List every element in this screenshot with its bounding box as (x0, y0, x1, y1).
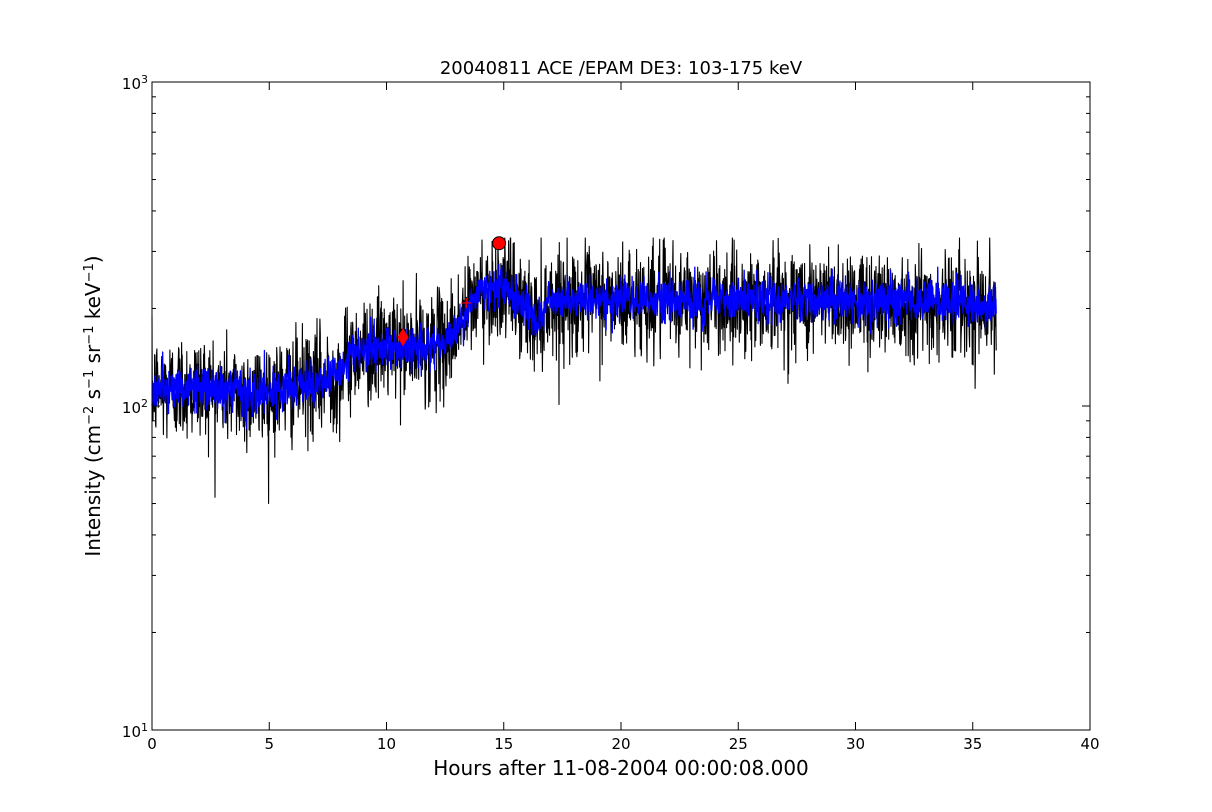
y-tick-label-exponent: 1 (141, 721, 148, 734)
y-tick-label: 102 (122, 397, 148, 418)
chart-title: 20040811 ACE /EPAM DE3: 103-175 keV (440, 58, 803, 79)
y-tick-label: 101 (122, 721, 148, 742)
y-tick-label-exponent: 3 (141, 73, 148, 86)
x-tick-label: 20 (611, 735, 630, 753)
y-label-sup4: −1 (82, 263, 97, 282)
x-axis-label: Hours after 11-08-2004 00:00:08.000 (433, 756, 809, 780)
y-label-prefix: Intensity (cm (81, 425, 105, 557)
plot-frame (151, 81, 1091, 731)
series-smoothed-line (151, 263, 997, 430)
y-label-sup3: −1 (82, 326, 97, 345)
onset-marker-diamond (397, 328, 409, 347)
y-label-mid2: sr (81, 344, 105, 370)
x-tick-label: 30 (846, 735, 865, 753)
x-tick-label: 25 (729, 735, 748, 753)
marker-layer (397, 236, 507, 347)
x-tick-label: 5 (264, 735, 274, 753)
y-tick-label: 103 (122, 73, 148, 94)
x-tick-label: 40 (1080, 735, 1099, 753)
y-label-mid1: s (81, 389, 105, 406)
peak-marker-circle (492, 236, 507, 251)
y-axis-label: Intensity (cm−2 s−1 sr−1 keV−1) (81, 255, 105, 556)
marker-plus (461, 297, 472, 308)
x-tick-label: 15 (494, 735, 513, 753)
y-label-sup2: −1 (82, 370, 97, 389)
y-label-mid3: keV (81, 282, 105, 326)
x-tick-label: 10 (377, 735, 396, 753)
x-tick-label: 0 (147, 735, 157, 753)
x-tick-label: 35 (963, 735, 982, 753)
y-label-sup1: −2 (82, 406, 97, 425)
y-tick-label-base: 10 (122, 399, 141, 417)
y-tick-label-exponent: 2 (141, 397, 148, 410)
y-label-suffix: ) (81, 255, 105, 263)
y-tick-label-base: 10 (122, 723, 141, 741)
data-layer (151, 237, 997, 505)
y-tick-label-base: 10 (122, 75, 141, 93)
